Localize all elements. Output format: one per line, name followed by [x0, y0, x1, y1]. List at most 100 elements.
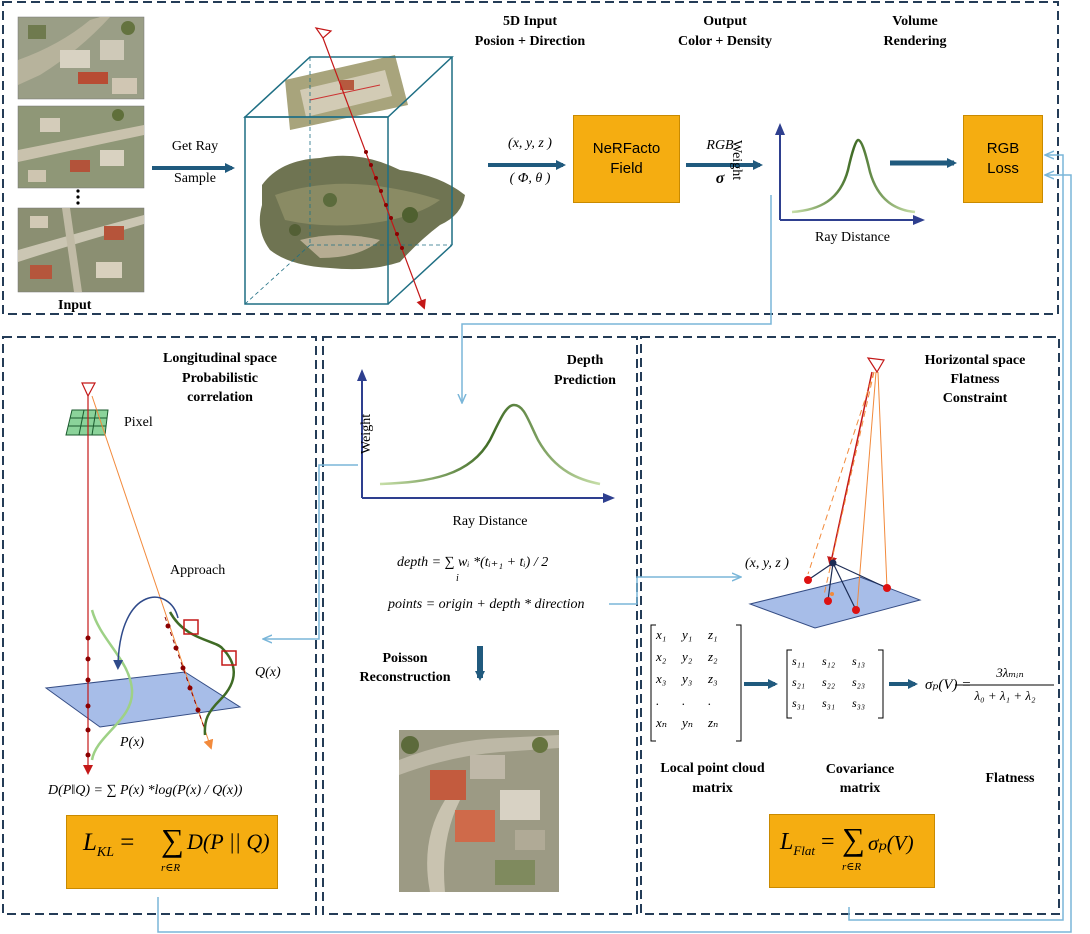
volume-title: Volume	[892, 14, 938, 29]
volume-subtitle: Rendering	[883, 34, 947, 49]
kl-loss-subscript: KL	[96, 845, 115, 860]
phi-theta-input: ( Φ, θ )	[509, 171, 551, 186]
matrix-cell: xₙ	[656, 715, 668, 730]
left-panel-border	[2, 336, 317, 915]
point-cloud-matrix: x₁ y₁ z₁ x₂ y₂ z₂ x₃ y₃ z₃ . . . xₙ yₙ z…	[656, 627, 738, 741]
flat-loss-symbol: L	[780, 829, 794, 855]
kl-formula: D(P‖Q) = ∑ P(x) *log(P(x) / Q(x))	[48, 783, 243, 798]
flatness-numerator: 3λₘᵢₙ	[996, 665, 1024, 680]
five-d-title: 5D Input	[502, 14, 558, 29]
pixel-label: Pixel	[124, 415, 153, 430]
top-weight-plot	[775, 123, 925, 225]
flatness-label: Flatness	[985, 771, 1035, 786]
rgb-loss-box: RGB Loss	[963, 115, 1043, 203]
kl-loss-under: r∈R	[161, 862, 181, 874]
matrix-cell: y₃	[682, 671, 693, 686]
mid-ray-distance-label: Ray Distance	[452, 514, 528, 529]
poisson-label-2: Reconstruction	[359, 670, 451, 685]
top-panel-border	[2, 1, 1059, 315]
flatness-title: Flatness	[950, 372, 1000, 387]
loss-label-1: RGB	[986, 140, 1020, 157]
cov-cell: s₃₃	[852, 696, 866, 710]
qx-label: Q(x)	[255, 665, 281, 680]
matrix-cell: x₂	[656, 649, 667, 664]
matrix-cell: z₂	[708, 649, 718, 664]
right-panel-border	[640, 336, 1060, 915]
mid-weight-plot	[357, 369, 615, 503]
constraint-title: Constraint	[942, 391, 1008, 406]
matrix-cell: zₙ	[708, 715, 719, 730]
prediction-title: Prediction	[554, 373, 616, 388]
field-label-1: NeRFacto	[592, 140, 661, 157]
cov-cell: s₁₁	[792, 654, 806, 668]
flat-loss-rhs: σₚ(V)	[868, 831, 914, 855]
matrix-brackets	[650, 624, 1054, 742]
local-matrix-label: matrix	[692, 781, 733, 796]
five-d-subtitle: Posion + Direction	[474, 34, 586, 49]
probabilistic-title: Probabilistic	[182, 371, 258, 386]
flat-loss-box: LFlat = ∑ r∈R σₚ(V)	[769, 814, 935, 888]
ellipsis-dots	[76, 189, 80, 205]
matrix-cell: yₙ	[682, 715, 694, 730]
matrix-cell: z₁	[708, 627, 718, 642]
get-ray-label: Get Ray	[171, 139, 219, 154]
input-label: Input	[58, 298, 92, 313]
nerfacto-field-box: NeRFacto Field	[573, 115, 680, 203]
flatness-lhs: σₚ(V) =	[925, 677, 972, 693]
matrix-cell: .	[656, 693, 660, 708]
cov-cell: s₃₁	[822, 696, 836, 710]
cov-cell: s₂₂	[822, 675, 836, 689]
input-image-1	[17, 16, 145, 100]
matrix-cell: y₁	[682, 627, 693, 642]
matrix-cell: .	[682, 693, 686, 708]
kl-loss-rhs: D(P || Q)	[187, 829, 270, 854]
longitudinal-title: Longitudinal space	[163, 351, 277, 366]
cov-cell: s₂₁	[792, 675, 806, 689]
points-formula: points = origin + depth * direction	[388, 597, 585, 612]
output-subtitle: Color + Density	[677, 34, 773, 49]
right-xyz-label: (x, y, z )	[745, 556, 789, 571]
aerial-photo-icon	[399, 730, 559, 892]
matrix-cell: x₁	[656, 627, 667, 642]
top-weight-axis-label: Weight	[729, 140, 744, 181]
kl-loss-box: LKL = ∑ r∈R D(P || Q)	[66, 815, 278, 889]
kl-illustration	[44, 382, 242, 775]
poisson-label-1: Poisson	[382, 651, 428, 666]
cov-cell: s₂₃	[852, 675, 866, 689]
field-label-2: Field	[610, 160, 643, 177]
horizontal-title: Horizontal space	[924, 353, 1026, 368]
flat-loss-under: r∈R	[842, 861, 862, 873]
covariance-matrix: s₁₁ s₁₂ s₁₃ s₂₁ s₂₂ s₂₃ s₃₁ s₃₁ s₃₃	[792, 654, 882, 718]
sigma-output: σ	[715, 170, 725, 187]
matrix-cell: x₃	[656, 671, 667, 686]
flatness-denominator: λ₀ + λ₁ + λ₂	[974, 688, 1036, 703]
matrix-cell: .	[708, 693, 712, 708]
matrix-cell: z₃	[708, 671, 718, 686]
depth-formula-index: i	[456, 573, 459, 584]
covariance-label: Covariance	[825, 762, 895, 777]
scene-cube	[243, 27, 465, 310]
output-title: Output	[703, 14, 747, 29]
xyz-input: (x, y, z )	[508, 136, 552, 151]
rgb-output: RGB	[706, 138, 734, 153]
px-label: P(x)	[120, 735, 145, 750]
cov-cell: s₁₂	[822, 654, 836, 668]
pixel-grid-icon	[65, 409, 109, 436]
top-ray-distance-label: Ray Distance	[814, 230, 891, 245]
cov-cell: s₃₁	[792, 696, 806, 710]
connectors	[157, 155, 1072, 933]
approach-label: Approach	[170, 563, 226, 578]
local-point-cloud-label: Local point cloud	[660, 761, 765, 776]
loss-label-2: Loss	[987, 160, 1019, 177]
input-image-2	[17, 105, 145, 189]
depth-title: Depth	[566, 353, 604, 368]
depth-formula: depth = ∑ wᵢ *(tᵢ₊₁ + tᵢ) / 2	[397, 555, 549, 570]
flatness-illustration	[748, 357, 922, 629]
kl-loss-symbol: L	[83, 829, 97, 856]
correlation-title: correlation	[187, 390, 253, 405]
middle-panel-border	[322, 336, 638, 915]
cov-cell: s₁₃	[852, 654, 866, 668]
sample-label: Sample	[174, 171, 216, 186]
input-image-3	[17, 207, 145, 293]
